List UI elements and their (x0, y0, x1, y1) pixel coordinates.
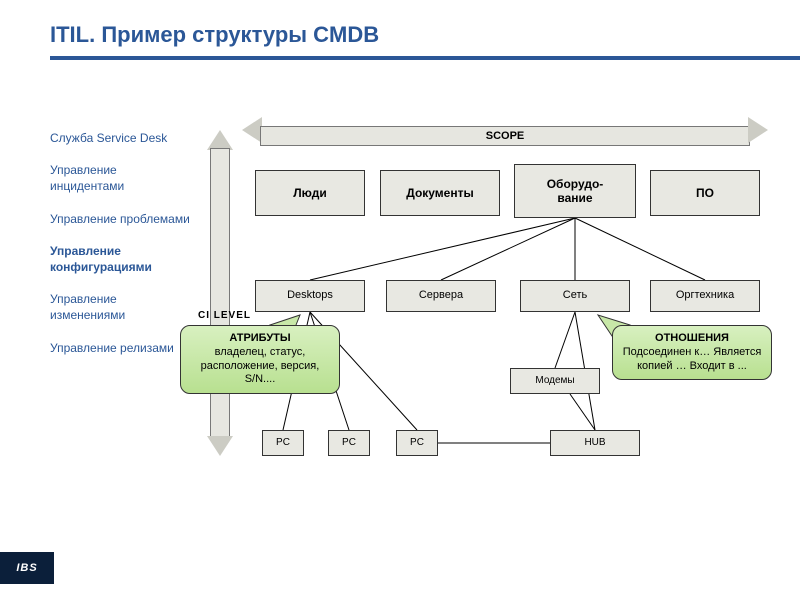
node-equipment: Оборудо- вание (514, 164, 636, 218)
callout-attributes-title: АТРИБУТЫ (189, 332, 331, 346)
scope-arrow-right-icon (748, 117, 768, 143)
ci-level-label: CI LEVEL (198, 310, 251, 321)
node-pc-3: PC (396, 430, 438, 456)
callout-relations-body: Подсоединен к… Является копией … Входит … (623, 346, 762, 372)
sidebar-item-changes[interactable]: Управление изменениями (50, 291, 190, 323)
node-servers: Сервера (386, 280, 496, 312)
sidebar-nav: Служба Service Desk Управление инцидента… (50, 130, 190, 372)
node-orgtech: Оргтехника (650, 280, 760, 312)
ci-arrow-down-icon (207, 436, 233, 456)
sidebar-item-config[interactable]: Управление конфигурациями (50, 243, 190, 275)
page-title: ITIL. Пример структуры CMDB (0, 0, 800, 56)
callout-relations: ОТНОШЕНИЯ Подсоединен к… Является копией… (612, 325, 772, 380)
scope-arrow-left-icon (242, 117, 262, 143)
node-software: ПО (650, 170, 760, 216)
node-hub: HUB (550, 430, 640, 456)
ibs-logo: IBS (0, 552, 54, 584)
sidebar-item-releases[interactable]: Управление релизами (50, 340, 190, 356)
ci-arrow-up-icon (207, 130, 233, 150)
node-docs: Документы (380, 170, 500, 216)
title-rule (50, 56, 800, 60)
node-network: Сеть (520, 280, 630, 312)
node-desktops: Desktops (255, 280, 365, 312)
node-modems: Модемы (510, 368, 600, 394)
callout-attributes: АТРИБУТЫ владелец, статус, расположение,… (180, 325, 340, 394)
node-pc-2: PC (328, 430, 370, 456)
cmdb-diagram: SCOPE CI LEVEL (200, 120, 790, 500)
sidebar-item-service-desk[interactable]: Служба Service Desk (50, 130, 190, 146)
node-pc-1: PC (262, 430, 304, 456)
ci-level-bar (210, 148, 230, 438)
callout-relations-title: ОТНОШЕНИЯ (621, 332, 763, 346)
node-people: Люди (255, 170, 365, 216)
callout-attributes-body: владелец, статус, расположение, версия, … (201, 346, 320, 386)
sidebar-item-problems[interactable]: Управление проблемами (50, 211, 190, 227)
scope-bar: SCOPE (260, 126, 750, 146)
sidebar-item-incidents[interactable]: Управление инцидентами (50, 162, 190, 194)
